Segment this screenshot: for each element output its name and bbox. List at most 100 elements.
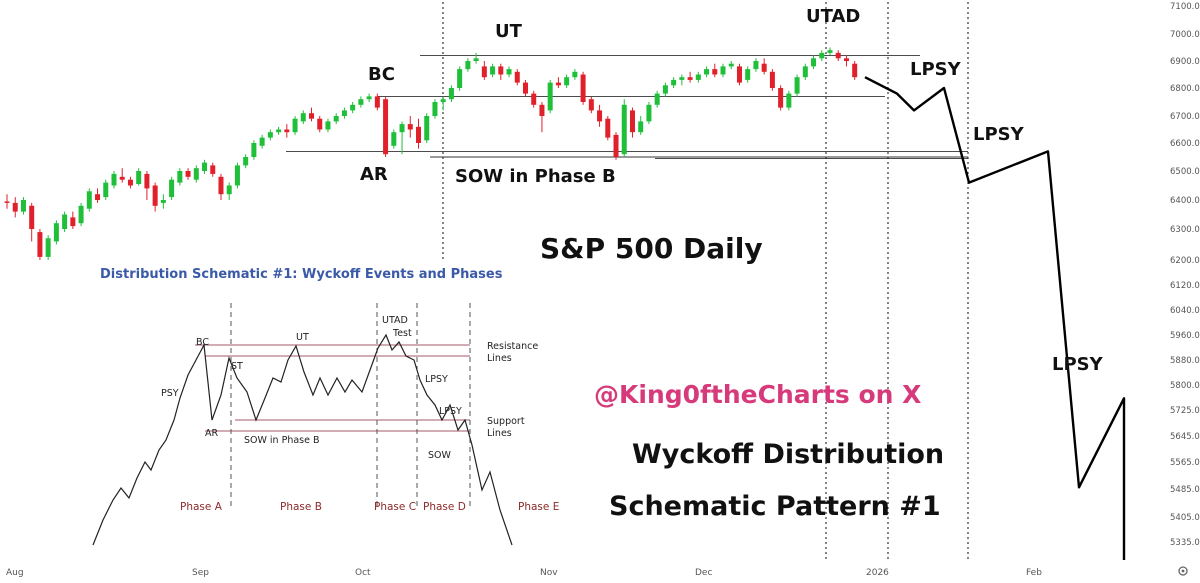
- candle-body: [350, 104, 356, 111]
- candle-body: [193, 168, 199, 180]
- candle-body: [292, 118, 298, 133]
- candle-body: [407, 124, 413, 130]
- candle-body: [53, 223, 59, 242]
- annotation-label: BC: [368, 64, 395, 85]
- chart-annotations: BC AR UT SOW in Phase B UTAD LPSY LPSY LPSY: [360, 6, 1104, 375]
- inset-event-label: BC: [196, 337, 209, 348]
- candle-body: [317, 118, 323, 130]
- price-tick-label: 5725.0: [1170, 406, 1200, 416]
- candle-body: [712, 69, 718, 75]
- inset-event-label: LPSY: [439, 406, 462, 417]
- annotation-label: LPSY: [973, 124, 1025, 145]
- price-tick-label: 6400.0: [1170, 196, 1200, 206]
- inset-event-label: Lines: [487, 353, 512, 364]
- wyckoff-inset: Distribution Schematic #1: Wyckoff Event…: [92, 267, 559, 546]
- captions: S&P 500 Daily @King0ftheCharts on X Wyckof…: [540, 232, 944, 522]
- candle-body: [547, 82, 553, 111]
- candle-body: [218, 176, 224, 195]
- candle-body: [259, 137, 265, 146]
- candle-body: [506, 69, 512, 75]
- candle-body: [95, 194, 101, 200]
- candle-body: [374, 96, 380, 108]
- candle-body: [103, 182, 109, 198]
- chart-title: S&P 500 Daily: [540, 232, 763, 265]
- price-tick-label: 5485.0: [1170, 485, 1200, 495]
- candle-body: [424, 116, 430, 141]
- candle-body: [160, 200, 166, 203]
- candle-body: [111, 173, 117, 186]
- candle-body: [4, 201, 10, 203]
- candle-body: [621, 104, 627, 155]
- price-tick-label: 7000.0: [1170, 30, 1200, 40]
- candle-body: [119, 176, 125, 180]
- candle-body: [827, 50, 833, 53]
- candle-body: [778, 88, 784, 108]
- price-tick-label: 5960.0: [1170, 331, 1200, 341]
- candle-body: [629, 110, 635, 133]
- candle-body: [366, 96, 372, 100]
- price-tick-label: 6900.0: [1170, 57, 1200, 67]
- candle-body: [531, 93, 537, 105]
- candle-body: [62, 214, 68, 229]
- inset-event-label: LPSY: [425, 374, 448, 385]
- price-tick-label: 5405.0: [1170, 513, 1200, 523]
- candle-body: [564, 77, 570, 86]
- annotation-label: UT: [495, 21, 523, 42]
- price-tick-label: 5880.0: [1170, 356, 1200, 366]
- inset-title: Distribution Schematic #1: Wyckoff Event…: [100, 267, 503, 282]
- inset-phase-label: Phase D: [423, 501, 466, 513]
- candle-body: [399, 124, 405, 133]
- candle-body: [662, 85, 668, 94]
- candle-body: [45, 238, 51, 257]
- candle-body: [309, 113, 315, 119]
- candle-body: [185, 171, 191, 177]
- price-tick-label: 7100.0: [1170, 2, 1200, 12]
- inset-event-label: Support: [487, 416, 525, 427]
- candle-body: [753, 61, 759, 70]
- price-tick-label: 6600.0: [1170, 139, 1200, 149]
- candle-body: [695, 74, 701, 80]
- inset-phase-label: Phase E: [518, 501, 559, 513]
- candle-body: [341, 110, 347, 116]
- inset-event-label: Resistance: [487, 341, 538, 352]
- candle-body: [687, 77, 693, 80]
- candle-body: [819, 52, 825, 59]
- candle-body: [267, 132, 273, 138]
- price-axis: 7100.0 7000.0 6900.0 6800.0 6700.0 6600.0 6500…: [1170, 2, 1200, 548]
- price-tick-label: 5565.0: [1170, 458, 1200, 468]
- time-tick-label: Feb: [1026, 568, 1042, 578]
- candle-body: [144, 173, 150, 189]
- inset-phase-label: Phase B: [280, 501, 322, 513]
- candle-body: [745, 69, 751, 80]
- candle-body: [358, 99, 364, 105]
- candle-body: [226, 185, 232, 195]
- candle-body: [769, 71, 775, 88]
- handle-caption: @King0ftheCharts on X: [594, 380, 921, 409]
- price-tick-label: 5645.0: [1170, 432, 1200, 442]
- candle-body: [572, 71, 578, 78]
- candle-body: [416, 126, 421, 143]
- inset-event-label: UT: [296, 332, 309, 343]
- candle-body: [325, 121, 331, 130]
- projection-path: [864, 76, 1126, 560]
- candle-body: [736, 66, 742, 83]
- candle-body: [843, 58, 849, 61]
- candle-body: [605, 118, 611, 138]
- candlestick-series: [4, 47, 858, 260]
- caption-line-1: Wyckoff Distribution: [632, 439, 944, 470]
- candle-body: [86, 191, 92, 209]
- candle-body: [539, 104, 545, 116]
- gear-icon[interactable]: [1178, 566, 1188, 576]
- candle-body: [210, 165, 216, 174]
- candle-body: [852, 63, 858, 78]
- candle-body: [391, 132, 397, 146]
- caption-line-2: Schematic Pattern #1: [609, 491, 941, 522]
- time-tick-label: Nov: [540, 568, 558, 578]
- price-tick-label: 6040.0: [1170, 306, 1200, 316]
- price-tick-label: 6120.0: [1170, 281, 1200, 291]
- inset-event-label: PSY: [161, 388, 179, 399]
- candle-body: [169, 179, 175, 198]
- candle-body: [457, 69, 463, 88]
- candle-body: [20, 200, 26, 212]
